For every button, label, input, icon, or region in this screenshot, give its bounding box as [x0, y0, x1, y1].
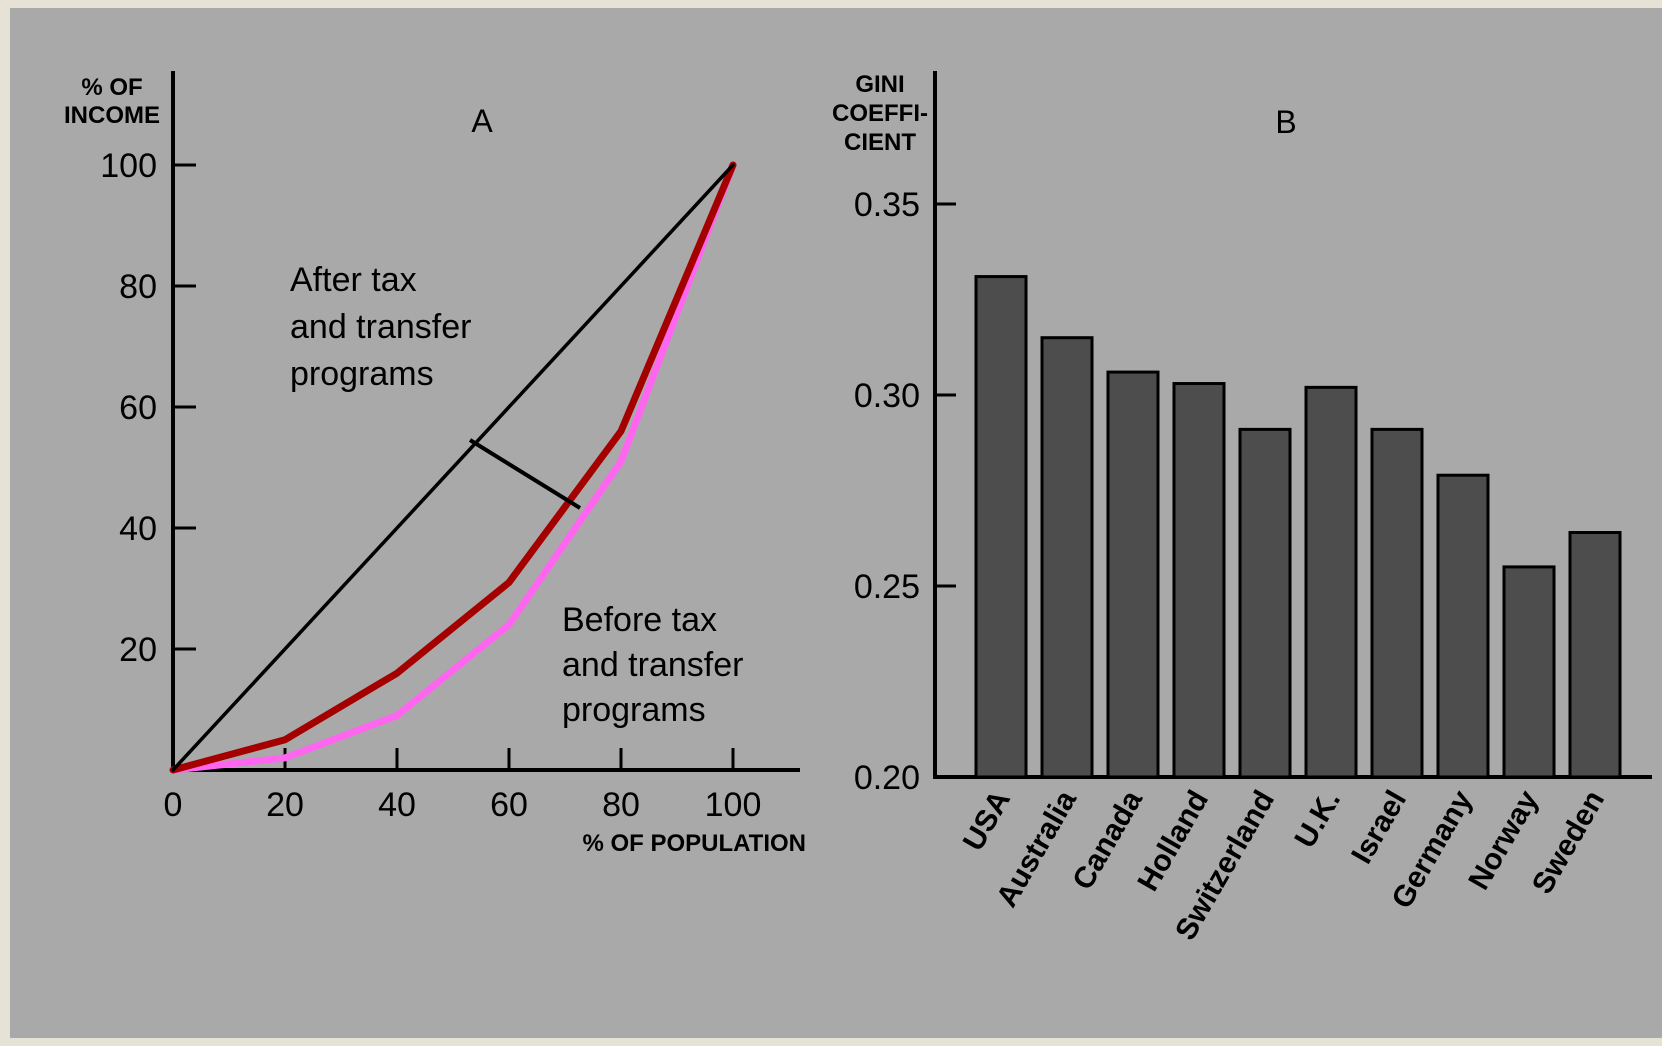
x-tick-label: 20: [266, 786, 304, 824]
before-tax-label: and transfer: [562, 646, 743, 684]
x-tick-label: 100: [705, 786, 762, 824]
bar-switzerland: [1238, 427, 1292, 779]
x-axis-title: % OF POPULATION: [582, 830, 806, 857]
y-axis-title: INCOME: [64, 102, 160, 129]
y-tick-label-b: 0.25: [854, 568, 920, 606]
x-tick-label: 40: [378, 786, 416, 824]
after-tax-label: and transfer: [290, 308, 471, 346]
equality-line: [171, 163, 735, 772]
after-tax-label: programs: [290, 355, 434, 393]
before-tax-label: Before tax: [562, 601, 717, 639]
category-label: Israel: [1345, 785, 1413, 869]
x-tick-label: 80: [602, 786, 640, 824]
y-tick-label: 100: [100, 147, 157, 185]
panel-title-a: A: [471, 103, 493, 139]
bar-uk: [1304, 385, 1358, 779]
bar-norway: [1502, 565, 1556, 779]
before-tax-label: programs: [562, 691, 706, 729]
y-tick-label-b: 0.30: [854, 377, 920, 415]
panel-title-b: B: [1275, 104, 1296, 140]
bar-israel: [1370, 427, 1424, 779]
y-tick-label: 80: [119, 268, 157, 306]
panel-b: 0.200.250.300.35GINICOEFFI-CIENTBUSAAust…: [832, 71, 1652, 946]
category-label: U.K.: [1288, 785, 1347, 853]
bar-germany: [1436, 473, 1490, 779]
y-axis-title: % OF: [81, 74, 142, 101]
y-tick-label-b: 0.35: [854, 186, 920, 224]
category-label: USA: [957, 785, 1017, 856]
bar-sweden: [1568, 531, 1622, 779]
y-tick-label-b: 0.20: [854, 759, 920, 797]
before-tax-curve: [169, 161, 737, 774]
bar-holland: [1172, 382, 1226, 779]
after-tax-pointer-line: [468, 438, 582, 510]
after-tax-label: After tax: [290, 261, 417, 299]
y-axis-title-b: CIENT: [844, 129, 916, 156]
chart-frame: 20 40 60 80 100 0 20 40 60 80 100 % OF INCOME % OF PO…: [10, 8, 1662, 1038]
bar-australia: [1040, 336, 1094, 779]
after-tax-curve: [169, 161, 737, 774]
y-tick-label: 60: [119, 389, 157, 427]
x-tick-label: 60: [490, 786, 528, 824]
y-tick-label: 40: [119, 510, 157, 548]
y-tick-label: 20: [119, 631, 157, 669]
bar-usa: [974, 275, 1028, 779]
y-axis-title-b: COEFFI-: [832, 100, 928, 127]
x-tick-label: 0: [164, 786, 183, 824]
y-axis-title-b: GINI: [855, 71, 904, 98]
bar-canada: [1106, 370, 1160, 779]
